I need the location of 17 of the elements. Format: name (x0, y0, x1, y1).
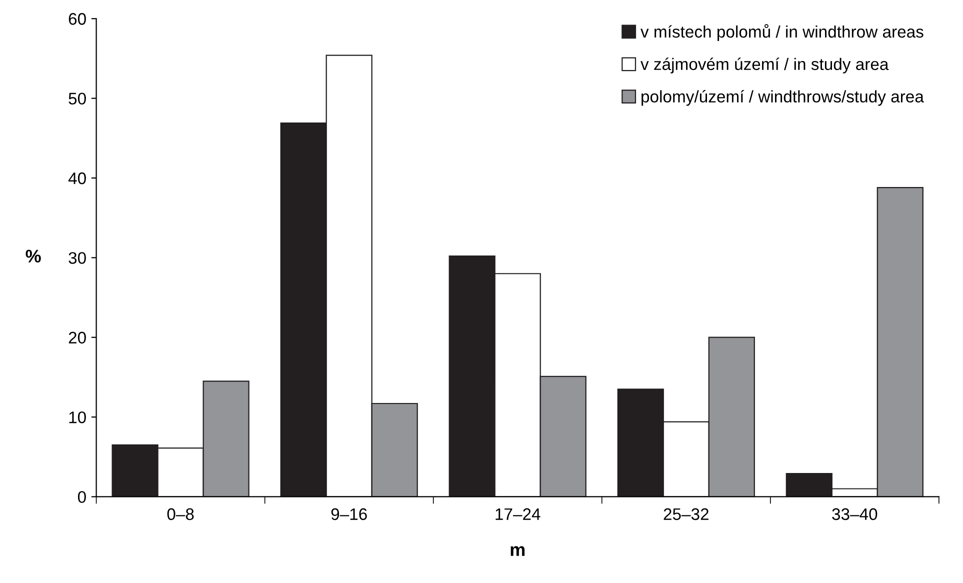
x-tick-label: 25–32 (664, 508, 708, 520)
legend-label: polomy/území / windthrows/study area (642, 90, 924, 106)
legend-label: v místech polomů / in windthrow areas (640, 24, 924, 41)
y-tick-label: 10 (69, 411, 86, 424)
x-tick-label: 17–24 (496, 508, 540, 520)
y-tick-label: 40 (68, 172, 86, 184)
x-axis-title: m (510, 546, 525, 556)
y-tick-label: 30 (68, 252, 86, 264)
x-tick-label: 33–40 (832, 508, 878, 520)
y-axis-title: % (26, 250, 41, 262)
y-tick-label: 0 (78, 491, 86, 503)
x-tick-label: 9–16 (331, 508, 367, 520)
y-tick-label: 20 (68, 332, 86, 344)
y-tick-label: 60 (68, 13, 86, 25)
x-tick-label: 0–8 (167, 508, 194, 520)
legend-label: v zájmovém území / in study area (640, 58, 889, 74)
y-tick-label: 50 (68, 92, 86, 105)
